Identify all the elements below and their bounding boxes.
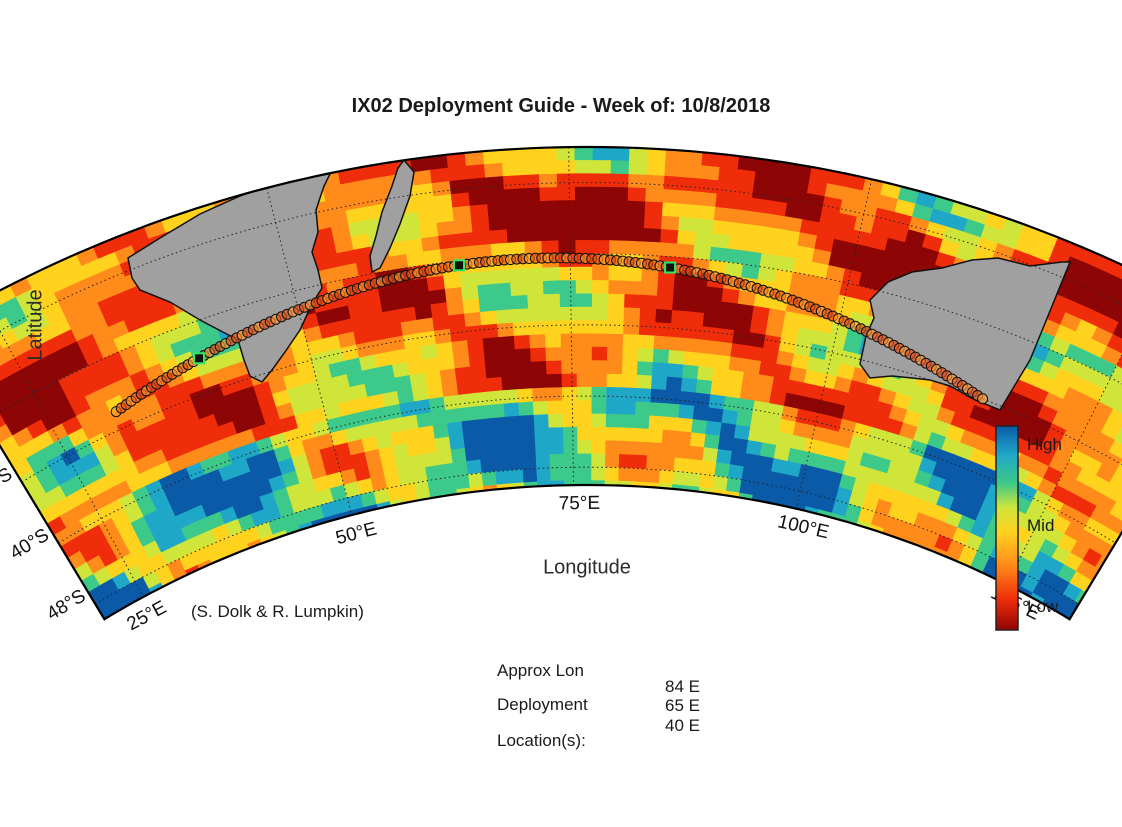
madagascar-land — [369, 158, 415, 274]
y-axis-label: Latitude — [24, 289, 47, 361]
map-frame — [0, 145, 1122, 621]
deployment-marker — [193, 352, 205, 365]
deployment-marker — [453, 259, 465, 272]
lat-tick-label: 48°S — [43, 586, 89, 625]
graticule — [0, 147, 1122, 605]
deployment-label-line3: Location(s): — [497, 731, 586, 750]
deployment-marker — [664, 261, 677, 274]
ship-route — [110, 252, 989, 418]
parallel-line — [58, 395, 1116, 544]
x-axis-label: Longitude — [543, 556, 631, 579]
lon-tick-label: 75°E — [559, 493, 601, 515]
deployment-lon-1: 84 E — [665, 677, 700, 696]
deployment-lon-2: 65 E — [665, 696, 700, 715]
deployment-lon-3: 40 E — [665, 716, 700, 735]
lon-tick-label: 50°E — [334, 518, 379, 549]
parallel-line — [0, 182, 1122, 361]
parallel-line — [0, 253, 1122, 422]
australia-land — [859, 257, 1072, 411]
route-point — [977, 393, 989, 405]
map-title: IX02 Deployment Guide - Week of: 10/8/20… — [351, 95, 771, 117]
colorbar-label-low: Low — [1027, 597, 1059, 616]
parallel-line — [94, 466, 1080, 605]
lat-tick-label: 40°S — [7, 525, 53, 564]
colorbar — [995, 425, 1019, 631]
colorbar-label-high: High — [1027, 435, 1062, 454]
credit-text: (S. Dolk & R. Lumpkin) — [191, 602, 364, 621]
colorbar-label-mid: Mid — [1027, 516, 1055, 535]
deployment-label-line1: Approx Lon — [497, 661, 584, 680]
land-masses — [127, 158, 1072, 411]
deployment-label-line2: Deployment — [497, 695, 588, 714]
